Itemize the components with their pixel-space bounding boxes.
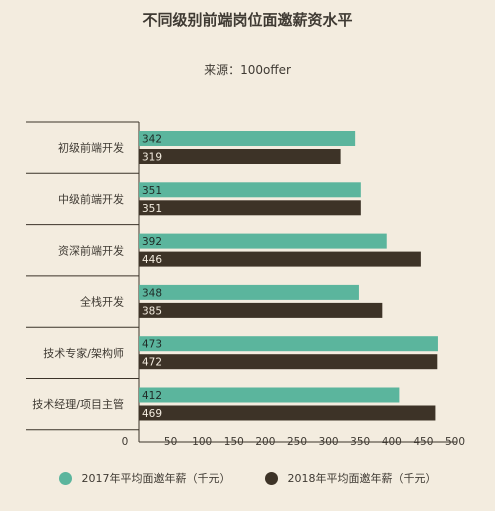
data-label: 385 (142, 305, 162, 317)
x-tick-label: 250 (287, 436, 307, 448)
data-label: 469 (142, 408, 162, 420)
category-label: 初级前端开发 (58, 141, 124, 155)
x-tick-label: 350 (350, 436, 370, 448)
category-label: 技术专家/架构师 (43, 346, 124, 360)
bar-2018 (139, 405, 436, 421)
x-tick-label: 100 (192, 436, 212, 448)
x-tick-label: 400 (382, 436, 402, 448)
bar-2017 (139, 336, 438, 352)
x-tick-label: 500 (445, 436, 465, 448)
data-label: 348 (142, 287, 162, 299)
bar-2017 (139, 284, 359, 300)
legend-label-2017: 2017年平均面邀年薪（千元） (81, 472, 231, 485)
x-tick-label: 0 (122, 436, 129, 448)
legend-label-2018: 2018年平均面邀年薪（千元） (287, 472, 437, 485)
bar-2017 (139, 182, 361, 198)
legend-item-2018: 2018年平均面邀年薪（千元） (264, 470, 437, 486)
data-label: 392 (142, 236, 162, 248)
category-label: 技术经理/项目主管 (32, 397, 124, 411)
data-label: 351 (142, 185, 162, 197)
data-label: 319 (142, 152, 162, 164)
x-tick-label: 200 (255, 436, 275, 448)
bar-2018 (139, 251, 421, 267)
legend-swatch-2017 (58, 471, 72, 485)
bar-2017 (139, 131, 356, 146)
chart-subtitle: 来源：100offer (204, 63, 291, 77)
category-label: 全栈开发 (80, 295, 124, 309)
chart-title: 不同级别前端岗位面邀薪资水平 (142, 11, 353, 29)
data-label: 473 (142, 339, 162, 351)
legend-swatch-2018 (264, 471, 278, 485)
bar-2017 (139, 233, 387, 249)
bar-2017 (139, 387, 400, 403)
x-tick-label: 150 (224, 436, 244, 448)
data-label: 342 (142, 134, 162, 146)
x-tick-label: 50 (164, 436, 177, 448)
bar-2018 (139, 354, 438, 370)
legend: 2017年平均面邀年薪（千元） 2018年平均面邀年薪（千元） (0, 470, 495, 486)
category-label: 中级前端开发 (58, 192, 124, 206)
bar-2018 (139, 200, 361, 216)
x-tick-label: 450 (413, 436, 433, 448)
data-label: 412 (142, 390, 162, 402)
legend-item-2017: 2017年平均面邀年薪（千元） (58, 470, 231, 486)
x-tick-label: 300 (319, 436, 339, 448)
bar-2018 (139, 302, 383, 318)
data-label: 446 (142, 254, 162, 266)
category-label: 资深前端开发 (58, 243, 124, 257)
bar-2018 (139, 149, 341, 164)
data-label: 472 (142, 357, 162, 369)
data-label: 351 (142, 203, 162, 215)
